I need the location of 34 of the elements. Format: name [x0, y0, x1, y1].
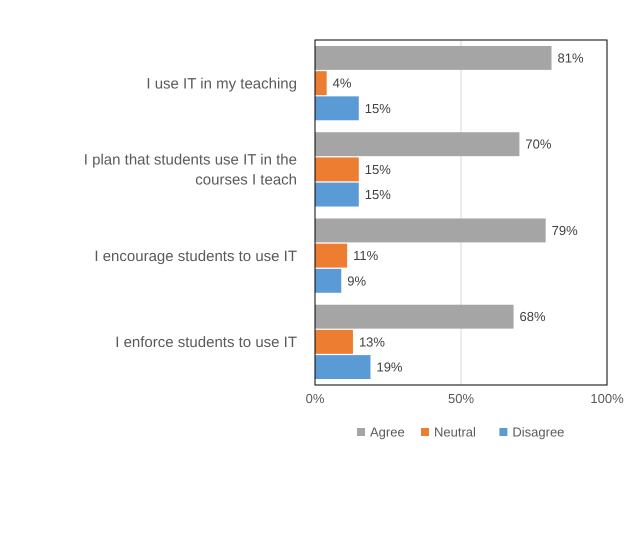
y-tick-label: I encourage students to use IT [94, 248, 297, 265]
data-label: 15% [364, 162, 392, 177]
bar [315, 218, 546, 242]
data-label: 13% [358, 334, 386, 350]
x-tick-label: 50% [448, 391, 474, 406]
bar [315, 244, 348, 268]
legend-label: Disagree [512, 424, 564, 440]
x-tick-label: 100% [590, 391, 624, 406]
bar [315, 304, 514, 329]
data-label: 15% [364, 100, 392, 116]
data-label: 4% [332, 76, 352, 91]
data-label: 79% [552, 222, 578, 238]
data-label: 9% [347, 273, 367, 288]
y-tick-label: I plan that students use IT in the courses I teach [84, 152, 297, 189]
bar [315, 182, 359, 207]
data-label: 70% [525, 136, 552, 152]
x-tick-label: 0% [306, 391, 325, 406]
data-label: 15% [364, 187, 392, 202]
bar [315, 46, 552, 70]
bar [315, 71, 327, 96]
legend-label: Agree [370, 424, 405, 440]
data-label: 19% [376, 360, 403, 375]
bar [315, 157, 359, 182]
bar [315, 132, 520, 156]
bar [315, 268, 342, 293]
bar [315, 330, 353, 354]
bar [315, 355, 370, 380]
data-label: 81% [558, 50, 584, 66]
data-label: 11% [353, 248, 379, 264]
bar [315, 96, 359, 120]
y-tick-label: I enforce students to use IT [115, 334, 297, 352]
y-tick-label: I use IT in my teaching [146, 75, 297, 92]
data-label: 68% [520, 309, 546, 324]
legend-label: Neutral [434, 424, 476, 440]
